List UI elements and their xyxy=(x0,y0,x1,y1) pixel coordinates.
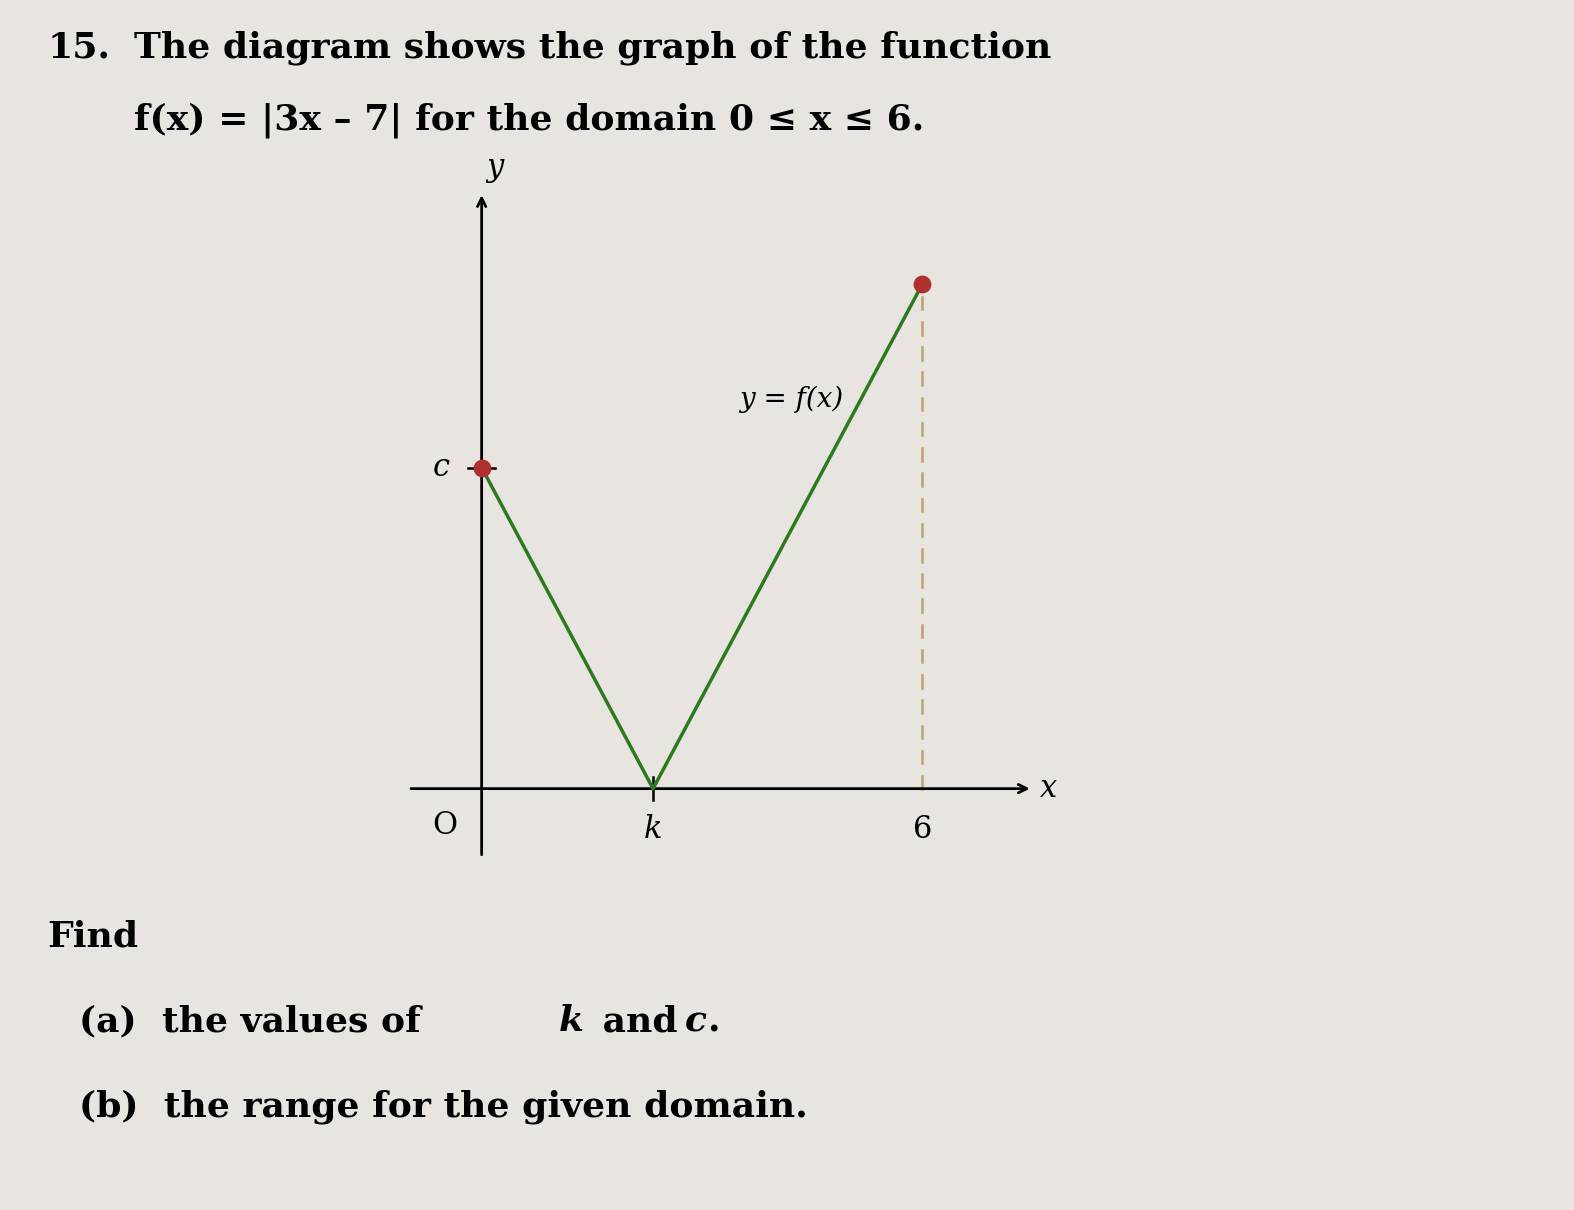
Point xyxy=(910,275,935,294)
Point xyxy=(469,457,494,477)
Text: c: c xyxy=(685,1004,707,1038)
Text: and: and xyxy=(590,1004,691,1038)
Text: y: y xyxy=(486,152,504,183)
Text: k: k xyxy=(559,1004,584,1038)
Text: x: x xyxy=(1040,773,1058,805)
Text: y = f(x): y = f(x) xyxy=(738,385,844,413)
Text: Find: Find xyxy=(47,920,139,953)
Text: .: . xyxy=(707,1004,719,1038)
Text: (a)  the values of: (a) the values of xyxy=(79,1004,433,1038)
Text: f(x) = |3x – 7| for the domain 0 ≤ x ≤ 6.: f(x) = |3x – 7| for the domain 0 ≤ x ≤ 6… xyxy=(134,103,924,138)
Text: c: c xyxy=(433,453,450,483)
Text: 15.: 15. xyxy=(47,30,110,64)
Text: The diagram shows the graph of the function: The diagram shows the graph of the funct… xyxy=(134,30,1051,65)
Text: O: O xyxy=(433,809,458,841)
Text: (b)  the range for the given domain.: (b) the range for the given domain. xyxy=(79,1089,807,1124)
Text: k: k xyxy=(644,814,663,846)
Text: 6: 6 xyxy=(913,814,932,846)
